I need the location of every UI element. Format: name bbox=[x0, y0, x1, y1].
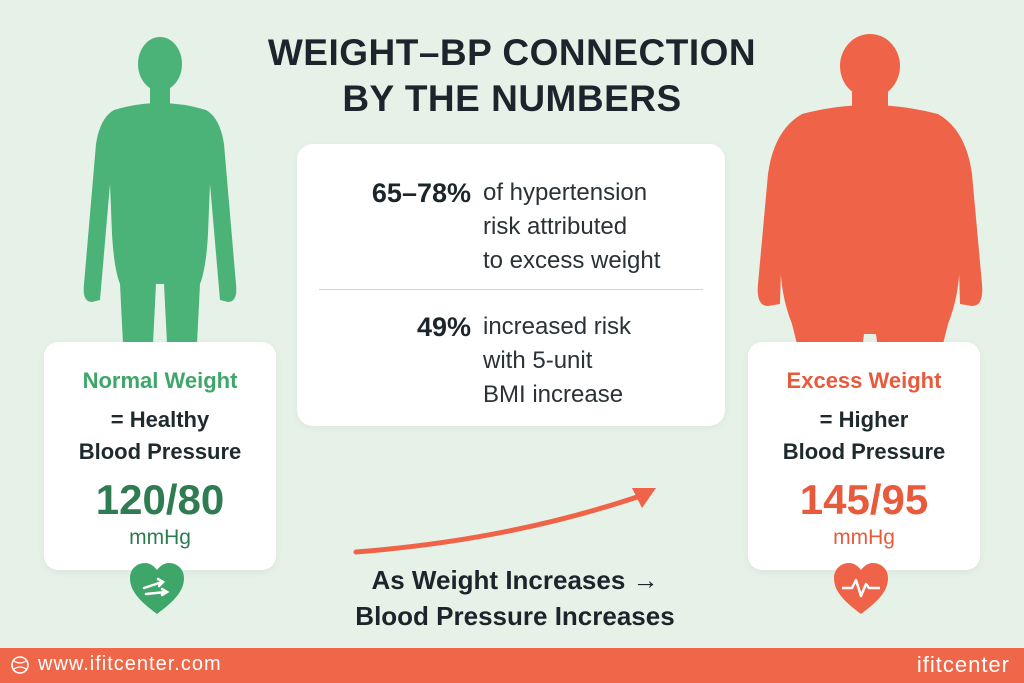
stat-line: risk attributed bbox=[483, 213, 628, 240]
normal-weight-description: = Healthy Blood Pressure bbox=[44, 404, 276, 468]
stat-description: of hypertension risk attributed to exces… bbox=[483, 176, 719, 278]
excess-bp-unit: mmHg bbox=[833, 526, 895, 549]
title-line-2: BY THE NUMBERS bbox=[342, 78, 682, 119]
normal-weight-line-2: Blood Pressure bbox=[78, 439, 242, 464]
normal-weight-label: Normal Weight bbox=[82, 368, 238, 393]
trend-caption: As Weight Increases → Blood Pressure Inc… bbox=[300, 562, 730, 634]
stats-panel: 65–78% of hypertension risk attributed t… bbox=[297, 144, 725, 426]
excess-weight-line-2: Blood Pressure bbox=[782, 439, 946, 464]
excess-weight-card: Excess Weight = Higher Blood Pressure 14… bbox=[748, 342, 980, 570]
excess-weight-description: = Higher Blood Pressure bbox=[748, 404, 980, 468]
globe-icon bbox=[11, 655, 29, 674]
page-title: WEIGHT–BP CONNECTION BY THE NUMBERS bbox=[240, 30, 784, 122]
caption-line-1: As Weight Increases → bbox=[371, 565, 659, 595]
caption-line-2: Blood Pressure Increases bbox=[355, 601, 675, 631]
stat-value: 65–78% bbox=[371, 178, 471, 208]
title-line-1: WEIGHT–BP CONNECTION bbox=[267, 32, 757, 73]
brand-logo: ifitcenter bbox=[916, 652, 1010, 677]
stat-value: 49% bbox=[416, 312, 471, 342]
excess-weight-body-icon bbox=[757, 34, 983, 364]
stats-divider bbox=[319, 289, 703, 290]
heart-arrows-icon bbox=[130, 563, 184, 614]
excess-bp-value: 145/95 bbox=[799, 476, 929, 523]
stat-line: with 5-unit bbox=[483, 347, 593, 374]
normal-bp-unit: mmHg bbox=[129, 526, 191, 549]
excess-weight-label: Excess Weight bbox=[786, 368, 942, 393]
stat-line: of hypertension bbox=[483, 179, 648, 206]
footer-website[interactable]: www.ifitcenter.com bbox=[10, 653, 222, 676]
normal-weight-card: Normal Weight = Healthy Blood Pressure 1… bbox=[44, 342, 276, 570]
normal-bp-value: 120/80 bbox=[95, 476, 225, 523]
footer-bar: www.ifitcenter.com ifitcenter bbox=[0, 648, 1024, 683]
normal-weight-body-icon bbox=[83, 37, 237, 364]
rising-arrow-icon bbox=[353, 488, 656, 555]
stat-description: increased risk with 5-unit BMI increase bbox=[483, 310, 719, 412]
stat-line: BMI increase bbox=[483, 381, 624, 408]
stat-line: to excess weight bbox=[483, 247, 661, 274]
website-url: www.ifitcenter.com bbox=[38, 653, 222, 675]
normal-weight-line-1: = Healthy bbox=[110, 407, 210, 432]
excess-weight-line-1: = Higher bbox=[819, 407, 909, 432]
heart-pulse-icon bbox=[834, 563, 888, 614]
stat-line: increased risk bbox=[483, 313, 632, 340]
